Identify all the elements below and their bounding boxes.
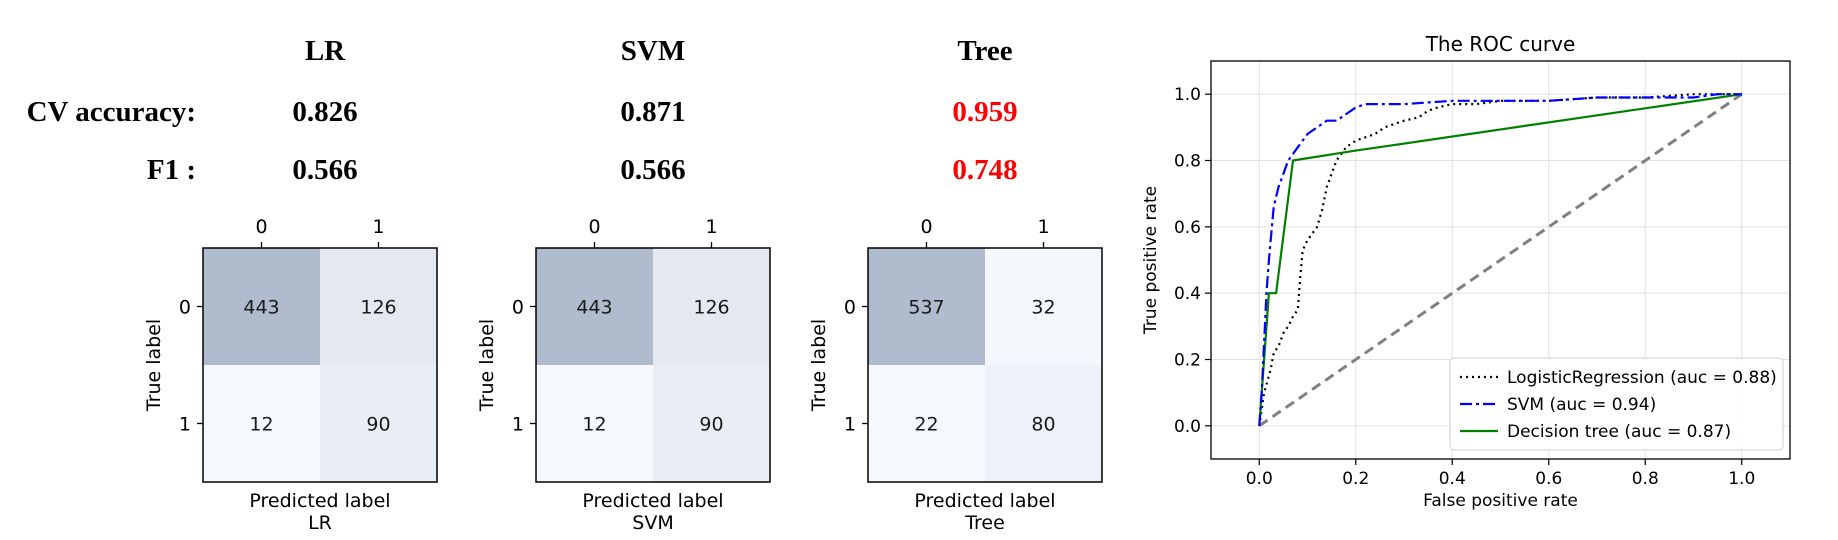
matrix-frame [867, 247, 1103, 483]
cell-value: 90 [699, 414, 723, 436]
summary-table: LR SVM Tree CV accuracy: 0.826 0.871 0.959 F1 :… [27, 35, 1018, 186]
plot-frame [1210, 60, 1791, 460]
metric-label: F1 : [147, 154, 196, 186]
matrix-cell [653, 248, 770, 365]
cell-value: 12 [582, 414, 606, 436]
roc-line-chance [1258, 92, 1743, 428]
metric-value: 0.959 [952, 96, 1017, 128]
y-tick-label: 0 [179, 297, 191, 319]
y-tick-label: 1 [844, 414, 856, 436]
x-tick-label: 0 [588, 216, 600, 238]
matrix-cell [320, 248, 437, 365]
matrix-cell [868, 248, 985, 365]
x-tick-label: 1.0 [1728, 469, 1755, 489]
metric-value: 0.826 [292, 96, 357, 128]
matrix-cell [985, 248, 1102, 365]
cell-value: 126 [693, 297, 729, 319]
y-tick-label: 0 [844, 297, 856, 319]
cell-value: 90 [366, 414, 390, 436]
x-tick-label: 0.0 [1246, 469, 1273, 489]
cell-value: 443 [576, 297, 612, 319]
y-tick-label: 0.8 [1174, 152, 1201, 172]
model-header: LR [305, 35, 346, 67]
x-tick-label: 0.4 [1439, 469, 1466, 489]
metric-value: 0.566 [620, 154, 685, 186]
cell-value: 537 [908, 297, 944, 319]
y-axis-label: True label [143, 319, 165, 412]
y-tick-label: 0 [512, 297, 524, 319]
roc-chart: 0.0 0.2 0.4 0.6 0.8 1.0 0.0 0.2 0.4 0.6 0.8 1.0 The … [1141, 32, 1791, 511]
matrix-cell [203, 365, 320, 482]
metric-value: 0.871 [620, 96, 685, 128]
y-tick-label: 0.4 [1174, 284, 1201, 304]
cell-value: 80 [1031, 414, 1055, 436]
x-axis-label: Predicted label [582, 490, 723, 512]
x-axis-label: Predicted label [249, 490, 390, 512]
y-tick-label: 1 [512, 414, 524, 436]
x-tick-label: 0 [255, 216, 267, 238]
matrix-cell [653, 365, 770, 482]
x-axis-label: Predicted label [914, 490, 1055, 512]
legend-entry-decision-tree: Decision tree (auc = 0.87) [1507, 422, 1731, 442]
legend: LogisticRegression (auc = 0.88) SVM (auc … [1449, 357, 1784, 451]
chart-title: The ROC curve [1425, 32, 1576, 56]
x-tick-label: 0.8 [1632, 469, 1659, 489]
x-tick-label: 0 [920, 216, 932, 238]
matrix-caption: SVM [632, 512, 673, 534]
legend-box [1449, 357, 1784, 451]
metric-value: 0.748 [952, 154, 1017, 186]
matrix-cell [203, 248, 320, 365]
y-tick-label: 0.6 [1174, 218, 1201, 238]
y-tick-label: 1.0 [1174, 85, 1201, 105]
y-tick-label: 1 [179, 414, 191, 436]
matrix-frame [535, 247, 771, 483]
cell-value: 22 [914, 414, 938, 436]
cell-value: 126 [360, 297, 396, 319]
matrix-caption: LR [308, 512, 332, 534]
matrix-frame [202, 247, 438, 483]
metric-label: CV accuracy: [27, 96, 196, 128]
matrix-caption: Tree [964, 512, 1005, 534]
y-tick-label: 0.2 [1174, 351, 1201, 371]
matrix-cell [868, 365, 985, 482]
y-axis-label: True label [808, 319, 830, 412]
matrix-cell [536, 365, 653, 482]
y-axis-label: True positive rate [1141, 186, 1161, 335]
matrix-cell [536, 248, 653, 365]
metric-value: 0.566 [292, 154, 357, 186]
roc-line-decision-tree [1258, 93, 1742, 426]
model-header: Tree [957, 35, 1012, 67]
x-tick-label: 1 [705, 216, 717, 238]
y-axis-label: True label [476, 319, 498, 412]
matrix-cell [985, 365, 1102, 482]
x-tick-label: 1 [1037, 216, 1049, 238]
model-header: SVM [621, 35, 685, 67]
cell-value: 32 [1031, 297, 1055, 319]
legend-entry-svm: SVM (auc = 0.94) [1507, 395, 1656, 415]
x-tick-label: 0.2 [1342, 469, 1369, 489]
matrix-cell [320, 365, 437, 482]
legend-entry-logistic-regression: LogisticRegression (auc = 0.88) [1507, 368, 1777, 388]
x-tick-label: 0.6 [1535, 469, 1562, 489]
roc-line-svm [1258, 93, 1742, 426]
x-axis-label: False positive rate [1423, 491, 1578, 511]
cell-value: 443 [243, 297, 279, 319]
x-tick-label: 1 [372, 216, 384, 238]
cell-value: 12 [249, 414, 273, 436]
y-tick-label: 0.0 [1174, 417, 1201, 437]
